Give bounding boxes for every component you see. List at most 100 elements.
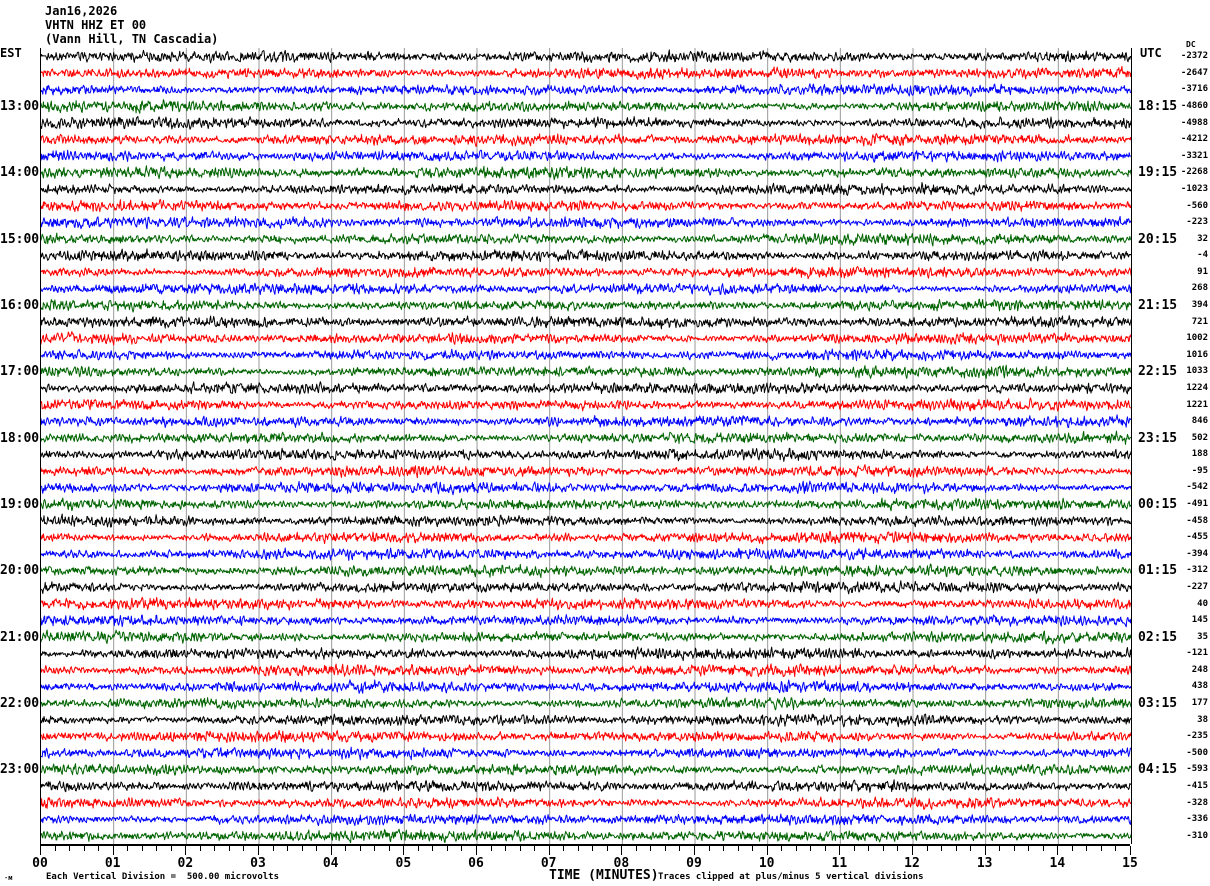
x-tick-minor [316,846,318,851]
dc-offset-value: -336 [1186,814,1208,825]
x-tick-major [330,846,332,855]
x-tick-minor [1042,846,1044,851]
dc-offset-value: -3716 [1180,84,1208,95]
left-hour-label: 14:00 [0,165,40,181]
dc-offset-value: 1221 [1186,399,1208,410]
x-tick-label: 10 [758,856,775,871]
x-tick-minor [824,846,826,851]
header-site: (Vann Hill, TN Cascadia) [45,32,219,46]
x-axis [40,844,1131,856]
x-tick-minor [534,846,536,851]
left-hour-label: 20:00 [0,563,40,579]
x-tick-minor [810,846,812,851]
x-tick-minor [214,846,216,851]
dc-offset-value: -500 [1186,747,1208,758]
x-tick-label: 05 [395,856,412,871]
x-tick-minor [999,846,1001,851]
helicorder-plot [40,48,1132,844]
x-tick-minor [752,846,754,851]
left-hour-label: 15:00 [0,231,40,247]
dc-offset-value: -394 [1186,548,1208,559]
x-tick-minor [199,846,201,851]
right-hour-label: 02:15 [1138,629,1178,645]
dc-offset-value: -2647 [1180,67,1208,78]
dc-offset-value: -2268 [1180,167,1208,178]
x-tick-minor [723,846,725,851]
dc-offset-value: -4860 [1180,101,1208,112]
dc-offset-value: -2372 [1180,51,1208,62]
right-hour-label: 21:15 [1138,298,1178,314]
x-tick-label: 02 [177,856,194,871]
x-tick-minor [98,846,100,851]
x-tick-major [766,846,768,855]
x-tick-minor [301,846,303,851]
x-tick-label: 01 [104,856,121,871]
dc-offset-value: -95 [1191,465,1208,476]
dc-offset-value: -593 [1186,764,1208,775]
x-tick-major [112,846,114,855]
footer-tick-mark: ⋅м [4,874,13,882]
x-tick-major [258,846,259,855]
x-tick-minor [1071,846,1073,851]
x-tick-major [403,846,405,855]
x-tick-minor [388,846,390,851]
x-tick-minor [635,846,637,851]
x-tick-minor [1115,846,1117,851]
x-tick-minor [374,846,376,851]
dc-offset-value: 1016 [1186,349,1208,360]
dc-offset-value: -312 [1186,565,1208,576]
x-tick-label: 13 [976,856,993,871]
dc-offset-value: -4212 [1180,134,1208,145]
dc-offset-value: -121 [1186,648,1208,659]
x-tick-minor [1013,846,1015,851]
x-tick-minor [926,846,928,851]
x-tick-minor [708,846,710,851]
seismogram-traces [41,48,1131,844]
left-hour-label: 23:00 [0,762,40,778]
dc-offset-value: 145 [1191,615,1208,626]
x-tick-major [548,846,550,855]
left-hour-label: 22:00 [0,696,40,712]
x-tick-label: 04 [322,856,339,871]
dc-offset-value: 248 [1191,664,1208,675]
x-tick-minor [650,846,652,851]
x-tick-minor [127,846,129,851]
x-tick-minor [853,846,855,851]
x-tick-label: 11 [831,856,848,871]
x-tick-minor [446,846,448,851]
x-tick-minor [170,846,172,851]
x-tick-minor [781,846,783,851]
dc-offset-value: 394 [1191,300,1208,311]
x-tick-minor [69,846,71,851]
x-tick-minor [505,846,507,851]
dc-offset-value: -235 [1186,731,1208,742]
right-hour-label: 00:15 [1138,497,1178,513]
x-tick-minor [432,846,434,851]
dc-offset-value: 502 [1191,432,1208,443]
x-tick-major [1130,846,1131,855]
x-tick-major [1057,846,1059,855]
x-tick-minor [243,846,245,851]
x-tick-minor [1100,846,1102,851]
x-tick-label: 03 [250,856,266,871]
right-hour-label: 03:15 [1138,696,1178,712]
x-tick-minor [461,846,463,851]
x-tick-label: 08 [613,856,630,871]
left-hour-label: 13:00 [0,99,40,115]
footer-clip-note: Traces clipped at plus/minus 5 vertical … [658,872,924,882]
dc-offset-value: 35 [1197,631,1208,642]
left-hour-label: 21:00 [0,629,40,645]
x-tick-minor [882,846,884,851]
dc-offset-value: -3321 [1180,150,1208,161]
dc-offset-value: 177 [1191,698,1208,709]
dc-offset-value: -542 [1186,482,1208,493]
x-tick-major [621,846,623,855]
dc-offset-value: 721 [1191,316,1208,327]
dc-offset-value: 38 [1197,714,1208,725]
dc-offset-value: 1033 [1186,366,1208,377]
left-timezone-label: EST [0,46,22,60]
right-hour-label: 22:15 [1138,364,1178,380]
x-tick-minor [795,846,797,851]
x-tick-minor [1086,846,1088,851]
x-tick-minor [737,846,739,851]
